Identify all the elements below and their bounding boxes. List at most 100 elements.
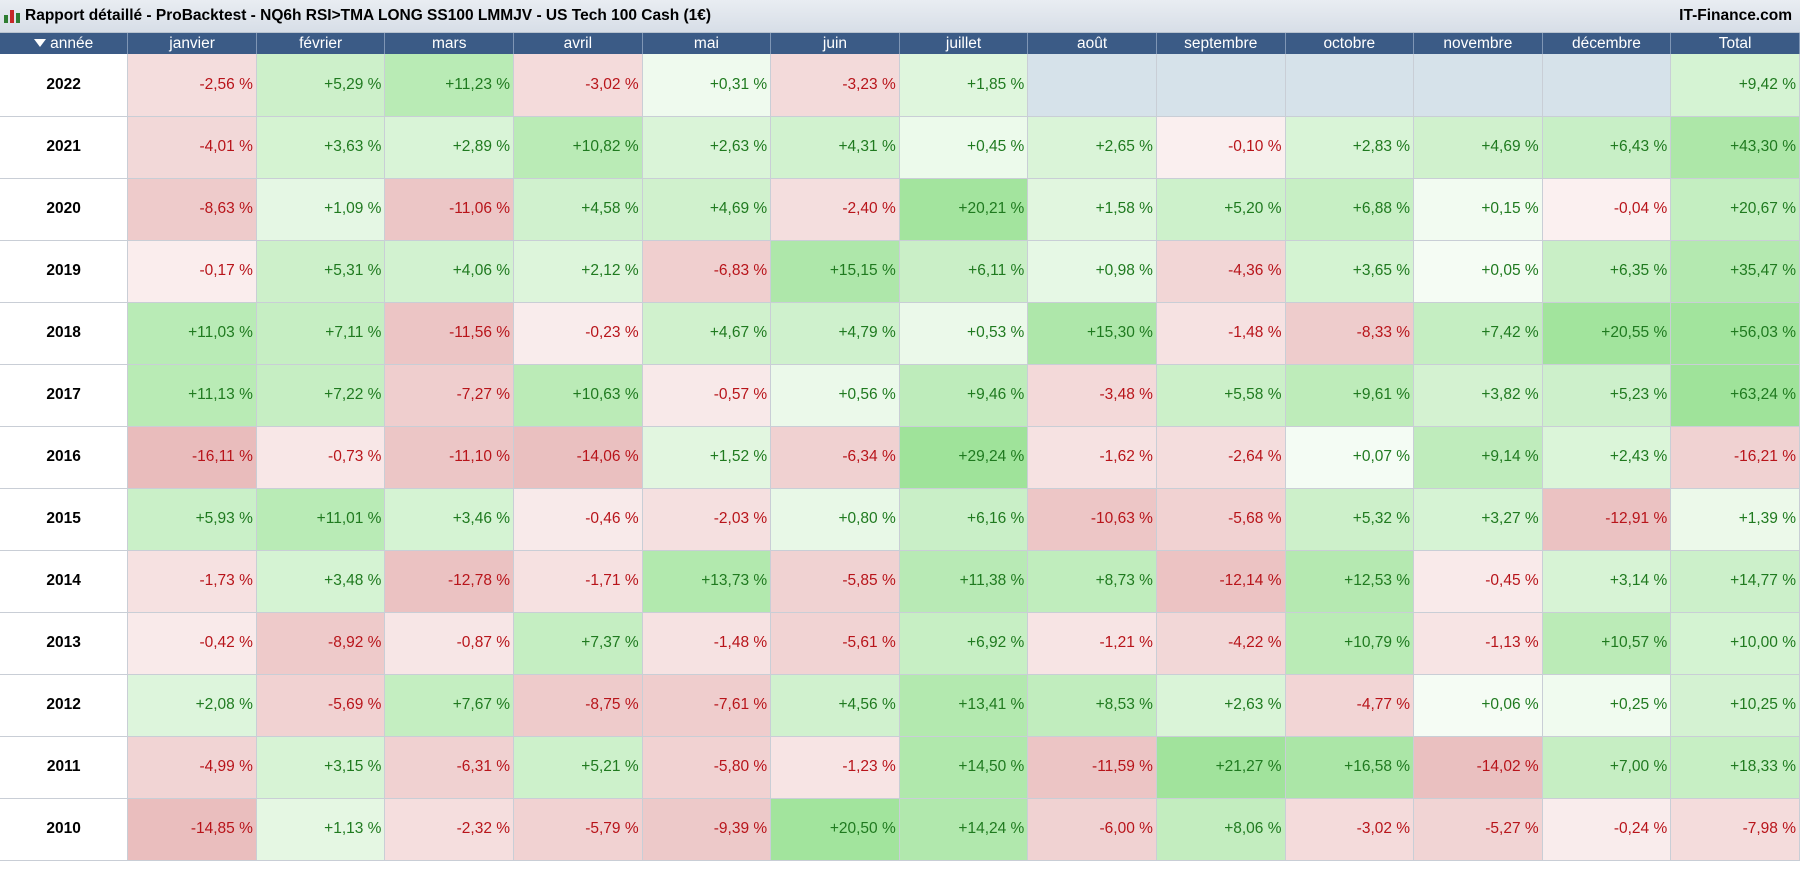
month-cell: +21,27 % bbox=[1156, 736, 1286, 799]
row-year: 2022 bbox=[0, 54, 129, 117]
column-header[interactable]: janvier bbox=[127, 33, 257, 54]
month-cell: -5,69 % bbox=[256, 674, 386, 737]
month-cell: +11,13 % bbox=[127, 364, 257, 427]
month-cell: +7,67 % bbox=[384, 674, 515, 737]
row-year: 2021 bbox=[0, 116, 129, 179]
month-cell: -0,17 % bbox=[127, 240, 257, 303]
month-cell: -2,03 % bbox=[642, 488, 772, 551]
month-cell: -0,87 % bbox=[384, 612, 515, 675]
month-cell: +4,58 % bbox=[513, 178, 643, 241]
month-cell: +7,22 % bbox=[256, 364, 386, 427]
month-cell: +29,24 % bbox=[899, 426, 1029, 489]
total-cell: +63,24 % bbox=[1670, 364, 1800, 427]
month-cell: +10,63 % bbox=[513, 364, 643, 427]
month-cell: -6,34 % bbox=[770, 426, 900, 489]
column-header[interactable]: février bbox=[256, 33, 386, 54]
row-year: 2016 bbox=[0, 426, 129, 489]
month-cell: +5,32 % bbox=[1285, 488, 1415, 551]
column-header[interactable]: mai bbox=[642, 33, 772, 54]
month-cell: +5,31 % bbox=[256, 240, 386, 303]
row-year: 2014 bbox=[0, 550, 129, 613]
month-cell: +1,85 % bbox=[899, 54, 1029, 117]
table-row: 2017 +11,13 % +7,22 % -7,27 % +10,63 % -0,57 … bbox=[0, 364, 1800, 427]
month-cell: -16,11 % bbox=[127, 426, 257, 489]
month-cell: -7,27 % bbox=[384, 364, 515, 427]
month-cell: +8,73 % bbox=[1027, 550, 1157, 613]
report-table: année janvier février mars avril mai juin juill… bbox=[0, 33, 1800, 861]
column-header[interactable]: juin bbox=[770, 33, 900, 54]
month-cell: +11,23 % bbox=[384, 54, 515, 117]
column-header-label: année bbox=[50, 34, 94, 52]
month-cell: +9,61 % bbox=[1285, 364, 1415, 427]
month-cell: -2,32 % bbox=[384, 798, 515, 861]
month-cell: -7,61 % bbox=[642, 674, 772, 737]
month-cell: +14,50 % bbox=[899, 736, 1029, 799]
row-year: 2010 bbox=[0, 798, 129, 861]
month-cell: +9,14 % bbox=[1413, 426, 1543, 489]
month-cell: +3,46 % bbox=[384, 488, 515, 551]
header-row: année janvier février mars avril mai juin juill… bbox=[0, 33, 1800, 54]
month-cell: +1,13 % bbox=[256, 798, 386, 861]
table-row: 2016 -16,11 % -0,73 % -11,10 % -14,06 % +1,52… bbox=[0, 426, 1800, 489]
column-header-label: octobre bbox=[1323, 34, 1376, 52]
column-header-label: août bbox=[1077, 34, 1108, 52]
total-cell: +1,39 % bbox=[1670, 488, 1800, 551]
column-header-label: mars bbox=[432, 34, 467, 52]
month-cell: -1,48 % bbox=[642, 612, 772, 675]
month-cell: +5,20 % bbox=[1156, 178, 1286, 241]
month-cell: +3,82 % bbox=[1413, 364, 1543, 427]
column-header-label: septembre bbox=[1184, 34, 1258, 52]
column-header[interactable]: novembre bbox=[1413, 33, 1543, 54]
month-cell: +4,69 % bbox=[1413, 116, 1543, 179]
row-year: 2019 bbox=[0, 240, 129, 303]
row-year: 2011 bbox=[0, 736, 129, 799]
total-cell: +10,25 % bbox=[1670, 674, 1800, 737]
month-cell: -0,45 % bbox=[1413, 550, 1543, 613]
total-cell: +14,77 % bbox=[1670, 550, 1800, 613]
total-cell: +9,42 % bbox=[1670, 54, 1800, 117]
month-cell: -2,40 % bbox=[770, 178, 900, 241]
month-cell: +2,65 % bbox=[1027, 116, 1157, 179]
month-cell: +7,00 % bbox=[1542, 736, 1672, 799]
row-year: 2018 bbox=[0, 302, 129, 365]
column-header[interactable]: septembre bbox=[1156, 33, 1286, 54]
table-row: 2022 -2,56 % +5,29 % +11,23 % -3,02 % +0,31 %… bbox=[0, 54, 1800, 117]
column-header[interactable]: décembre bbox=[1542, 33, 1672, 54]
month-cell: -8,92 % bbox=[256, 612, 386, 675]
month-cell: +0,53 % bbox=[899, 302, 1029, 365]
column-header-label: janvier bbox=[169, 34, 215, 52]
month-cell: +5,58 % bbox=[1156, 364, 1286, 427]
column-header[interactable]: août bbox=[1027, 33, 1157, 54]
month-cell: +5,93 % bbox=[127, 488, 257, 551]
column-header[interactable]: Total bbox=[1670, 33, 1800, 54]
month-cell bbox=[1027, 54, 1157, 117]
month-cell: -0,73 % bbox=[256, 426, 386, 489]
column-header[interactable]: juillet bbox=[899, 33, 1029, 54]
sort-down-icon[interactable] bbox=[34, 39, 47, 48]
total-cell: -7,98 % bbox=[1670, 798, 1800, 861]
month-cell: +0,98 % bbox=[1027, 240, 1157, 303]
total-cell: +10,00 % bbox=[1670, 612, 1800, 675]
brand-link[interactable]: IT-Finance.com bbox=[1679, 7, 1792, 24]
column-header[interactable]: avril bbox=[513, 33, 643, 54]
table-row: 2011 -4,99 % +3,15 % -6,31 % +5,21 % -5,80 % -… bbox=[0, 736, 1800, 799]
column-header[interactable]: octobre bbox=[1285, 33, 1415, 54]
month-cell: -9,39 % bbox=[642, 798, 772, 861]
month-cell: -4,01 % bbox=[127, 116, 257, 179]
month-cell: -10,63 % bbox=[1027, 488, 1157, 551]
month-cell: +6,92 % bbox=[899, 612, 1029, 675]
month-cell: +3,15 % bbox=[256, 736, 386, 799]
month-cell bbox=[1156, 54, 1286, 117]
column-header[interactable]: mars bbox=[384, 33, 515, 54]
month-cell: +0,31 % bbox=[642, 54, 772, 117]
month-cell: +4,69 % bbox=[642, 178, 772, 241]
month-cell: +0,45 % bbox=[899, 116, 1029, 179]
month-cell: -4,77 % bbox=[1285, 674, 1415, 737]
row-year: 2015 bbox=[0, 488, 129, 551]
month-cell: -14,85 % bbox=[127, 798, 257, 861]
column-header-year[interactable]: année bbox=[0, 33, 129, 54]
month-cell: +4,56 % bbox=[770, 674, 900, 737]
month-cell: +13,41 % bbox=[899, 674, 1029, 737]
column-header-label: juillet bbox=[945, 34, 982, 52]
month-cell: +1,58 % bbox=[1027, 178, 1157, 241]
